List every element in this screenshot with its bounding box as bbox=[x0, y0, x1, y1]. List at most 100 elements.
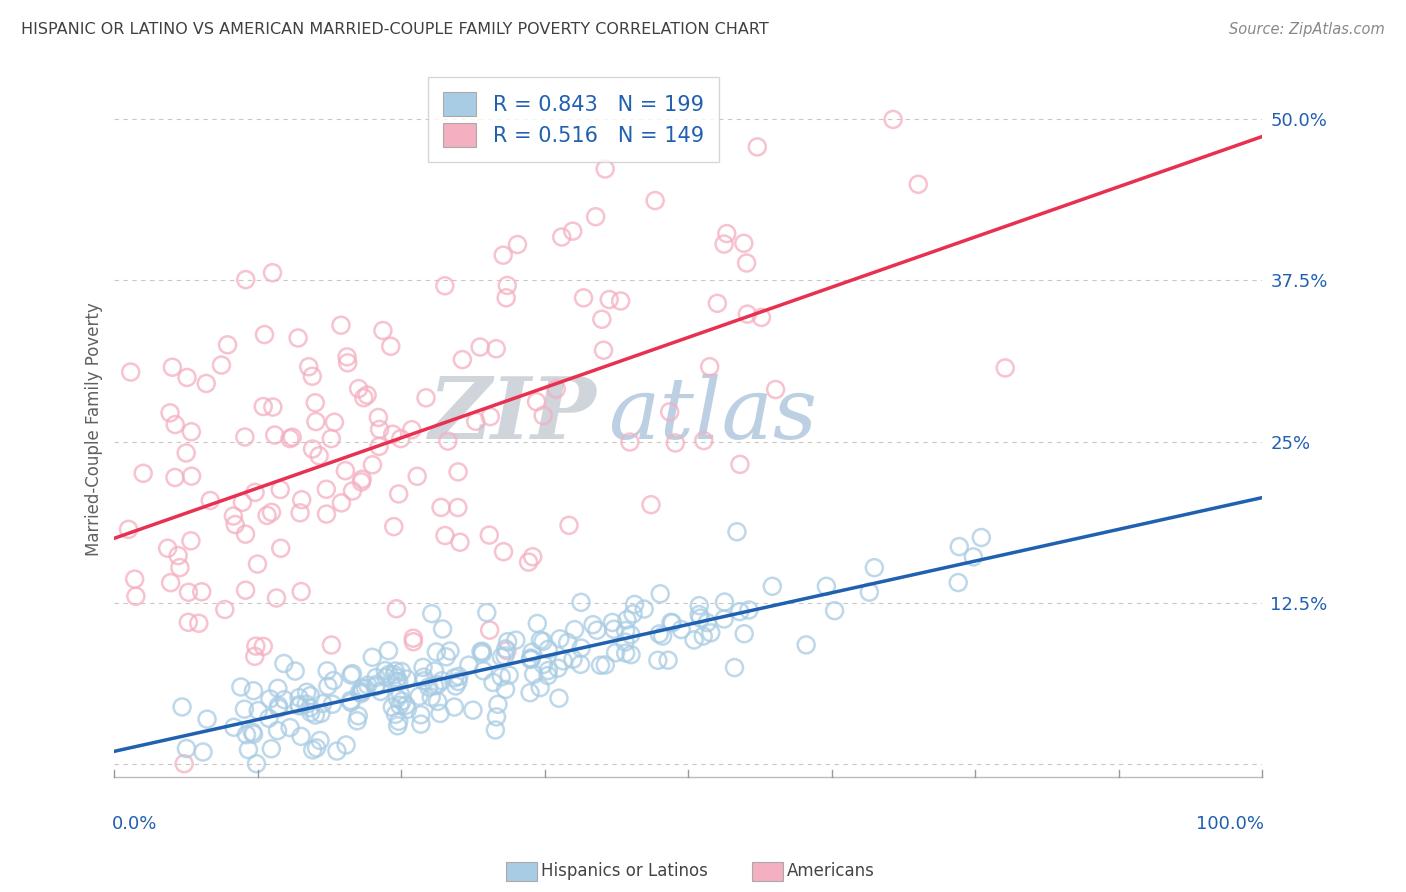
Point bbox=[346, 714, 368, 728]
Point bbox=[361, 650, 384, 665]
Point bbox=[401, 423, 423, 437]
Point bbox=[252, 400, 274, 414]
Point bbox=[350, 684, 373, 698]
Point bbox=[519, 686, 541, 700]
Point bbox=[222, 720, 245, 734]
Point bbox=[430, 673, 453, 688]
Point bbox=[260, 505, 283, 519]
Point bbox=[426, 694, 449, 708]
Point bbox=[384, 667, 406, 681]
Point bbox=[633, 602, 655, 616]
Point bbox=[301, 743, 323, 757]
Point bbox=[389, 432, 412, 446]
Point bbox=[614, 646, 637, 660]
Point bbox=[231, 495, 253, 509]
Point bbox=[253, 327, 276, 342]
Point bbox=[361, 458, 384, 472]
Point bbox=[409, 707, 432, 722]
Point bbox=[471, 647, 494, 661]
Point bbox=[520, 645, 543, 659]
Point bbox=[485, 710, 508, 724]
Point bbox=[298, 700, 321, 714]
Point bbox=[658, 405, 681, 419]
Point bbox=[352, 472, 374, 486]
Point bbox=[214, 602, 236, 616]
Point bbox=[437, 434, 460, 449]
Point bbox=[553, 654, 575, 668]
Point bbox=[761, 579, 783, 593]
Point bbox=[243, 485, 266, 500]
Point bbox=[572, 291, 595, 305]
Point bbox=[593, 161, 616, 176]
Point bbox=[706, 296, 728, 310]
Point bbox=[247, 704, 270, 718]
Point bbox=[290, 730, 312, 744]
Point bbox=[375, 670, 398, 684]
Point bbox=[443, 700, 465, 714]
Point bbox=[200, 493, 222, 508]
Point bbox=[747, 140, 769, 154]
Point bbox=[569, 640, 592, 655]
Point bbox=[562, 652, 585, 666]
Point bbox=[367, 410, 389, 425]
Point bbox=[395, 698, 418, 713]
Point bbox=[447, 465, 470, 479]
Point bbox=[671, 623, 693, 637]
Point bbox=[288, 698, 311, 713]
Point bbox=[252, 640, 274, 654]
Point bbox=[385, 674, 408, 689]
Point bbox=[548, 691, 571, 706]
Point bbox=[569, 657, 592, 672]
Point bbox=[592, 343, 614, 358]
Point bbox=[187, 616, 209, 631]
Point bbox=[169, 560, 191, 574]
Point bbox=[321, 638, 343, 652]
Point bbox=[177, 615, 200, 630]
Point bbox=[364, 671, 387, 685]
Point bbox=[478, 623, 501, 637]
Point bbox=[235, 728, 257, 742]
Point bbox=[335, 464, 357, 478]
Point bbox=[644, 194, 666, 208]
Point bbox=[858, 585, 880, 599]
Point bbox=[336, 350, 359, 364]
Point bbox=[484, 723, 506, 737]
Point bbox=[478, 528, 501, 542]
Point bbox=[284, 664, 307, 678]
Point bbox=[519, 652, 541, 666]
Point bbox=[374, 664, 396, 678]
Point bbox=[391, 694, 413, 708]
Point bbox=[299, 706, 322, 720]
Point bbox=[298, 359, 321, 374]
Point bbox=[738, 603, 761, 617]
Point bbox=[486, 698, 509, 712]
Point bbox=[620, 648, 643, 662]
Point bbox=[309, 733, 332, 747]
Point bbox=[305, 415, 328, 429]
Text: Americans: Americans bbox=[787, 863, 876, 880]
Point bbox=[495, 291, 517, 305]
Point bbox=[387, 719, 409, 733]
Point bbox=[354, 681, 377, 696]
Point bbox=[651, 629, 673, 643]
Point bbox=[537, 664, 560, 678]
Point bbox=[519, 651, 541, 665]
Point bbox=[340, 696, 363, 710]
Point bbox=[447, 674, 470, 689]
Point bbox=[120, 365, 142, 379]
Point bbox=[475, 606, 498, 620]
Point bbox=[531, 634, 554, 648]
Point bbox=[526, 394, 548, 409]
Point bbox=[378, 667, 401, 681]
Point bbox=[222, 508, 245, 523]
Point bbox=[357, 678, 380, 692]
Point bbox=[713, 612, 735, 626]
Point bbox=[259, 692, 281, 706]
Point bbox=[159, 575, 181, 590]
Point bbox=[229, 680, 252, 694]
Point bbox=[388, 714, 411, 729]
Point bbox=[370, 684, 392, 698]
Point bbox=[491, 650, 513, 665]
Point bbox=[531, 409, 554, 423]
Point bbox=[406, 469, 429, 483]
